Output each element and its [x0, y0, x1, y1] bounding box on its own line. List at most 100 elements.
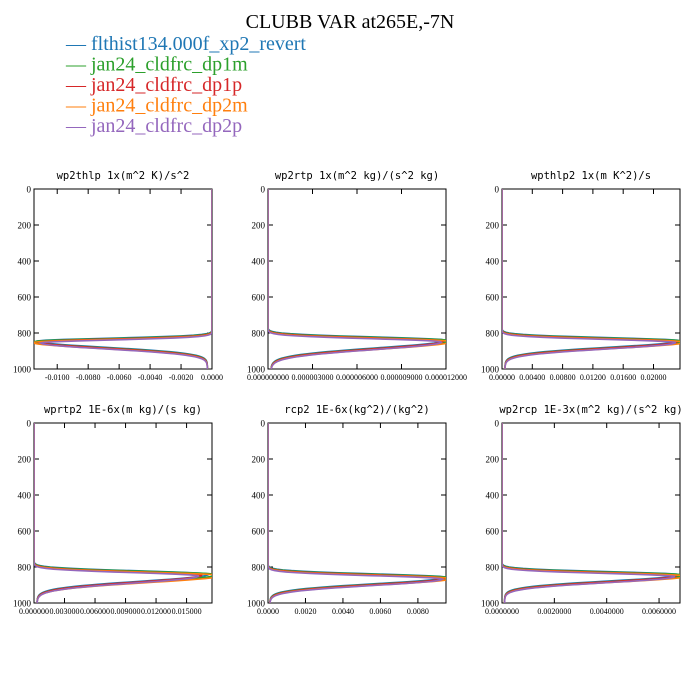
series-line: [34, 423, 212, 603]
chart-panel: wpthlp2 1x(m K^2)/s020040060080010000.00…: [481, 170, 681, 382]
y-tick-label: 400: [18, 257, 32, 267]
series-line: [34, 423, 211, 603]
x-tick-label: 0.000000: [19, 607, 49, 616]
series-line: [38, 189, 212, 369]
y-tick-label: 0: [495, 185, 500, 195]
chart-panel: wprtp2 1E-6x(m kg)/(s kg) 0 200 400 600 800 10…: [13, 404, 213, 616]
x-tick-label: 0.0080: [407, 607, 429, 616]
panel-title: wpthlp2 1x(m K^2)/s: [531, 170, 651, 182]
chart-panel: wp2rcp 1E-3x(m^2 kg)/(s^2 kg) 0 200 400 600 8…: [481, 404, 683, 616]
x-tick-label: 0.000006000: [336, 373, 378, 382]
legend: — flthist134.000f_xp2_revert— jan24_cldf…: [65, 33, 306, 137]
legend-marker: —: [65, 115, 91, 137]
y-tick-label: 0: [27, 185, 32, 195]
y-tick-label: 600: [486, 527, 500, 537]
x-tick-label: 0.0060: [369, 607, 391, 616]
chart-panel: wp2rtp 1x(m^2 kg)/(s^2 kg) 0 200 400 600 800 1…: [247, 170, 467, 382]
axes-frame: [501, 188, 681, 370]
legend-label: flthist134.000f_xp2_revert: [91, 33, 306, 55]
legend-label: jan24_cldfrc_dp2m: [90, 95, 248, 117]
series-line: [502, 423, 679, 603]
y-tick-label: 1000: [247, 599, 266, 609]
x-tick-label: -0.0080: [76, 373, 101, 382]
axes-frame: [267, 188, 447, 370]
y-tick-label: 1000: [13, 599, 32, 609]
y-tick-label: 600: [18, 527, 32, 537]
series-group: [502, 189, 680, 369]
x-tick-label: 0.0020: [294, 607, 316, 616]
series-line: [268, 189, 445, 369]
legend-marker: —: [65, 95, 91, 117]
series-group: [268, 423, 446, 603]
axes-frame: [501, 422, 681, 604]
x-tick-label: 0.0020000: [537, 607, 571, 616]
y-tick-label: 600: [252, 293, 266, 303]
y-tick-label: 400: [486, 257, 500, 267]
series-line: [268, 189, 443, 369]
x-tick-label: 0.000009000: [381, 373, 423, 382]
y-tick-label: 0: [495, 419, 500, 429]
legend-entry: — jan24_cldfrc_dp2m: [65, 95, 248, 117]
series-group: [502, 423, 680, 603]
y-tick-label: 800: [486, 329, 500, 339]
x-tick-label: 0.003000: [50, 607, 80, 616]
x-tick-label: 0.0040: [332, 607, 354, 616]
x-tick-label: 0.015000: [172, 607, 202, 616]
y-tick-label: 1000: [247, 365, 266, 375]
y-tick-label: 600: [18, 293, 32, 303]
y-tick-label: 800: [18, 563, 32, 573]
legend-label: jan24_cldfrc_dp2p: [90, 115, 242, 137]
panel-title: wp2thlp 1x(m^2 K)/s^2: [57, 170, 190, 182]
x-tick-label: -0.0100: [45, 373, 70, 382]
y-tick-label: 200: [18, 221, 32, 231]
x-tick-label: 0.01200: [580, 373, 606, 382]
y-tick-label: 800: [252, 563, 266, 573]
x-tick-label: 0.000012000: [425, 373, 467, 382]
y-tick-label: 200: [252, 455, 266, 465]
series-group: [34, 189, 212, 369]
y-tick-label: 1000: [13, 365, 32, 375]
y-tick-label: 1000: [481, 599, 500, 609]
axes-frame: [33, 422, 213, 604]
x-tick-label: 0.02000: [640, 373, 666, 382]
series-line: [502, 189, 677, 369]
x-tick-label: 0.009000: [111, 607, 141, 616]
series-line: [502, 189, 680, 369]
x-tick-label: -0.0020: [169, 373, 194, 382]
x-tick-label: 0.0060000: [642, 607, 676, 616]
x-tick-label: 0.0000: [257, 607, 279, 616]
x-tick-label: 0.000003000: [292, 373, 334, 382]
x-tick-label: 0.000000000: [247, 373, 289, 382]
series-line: [502, 423, 680, 603]
series-line: [502, 423, 676, 603]
y-tick-label: 400: [252, 491, 266, 501]
y-tick-label: 400: [252, 257, 266, 267]
chart-panels: wp2thlp 1x(m^2 K)/s^2 0 200 400 600 800 1000 -0…: [13, 170, 683, 616]
series-line: [34, 423, 203, 603]
legend-entry: — jan24_cldfrc_dp1p: [65, 74, 242, 96]
x-tick-label: 0.0000000: [485, 607, 519, 616]
x-tick-label: -0.0060: [107, 373, 132, 382]
panel-title: wp2rcp 1E-3x(m^2 kg)/(s^2 kg): [499, 404, 682, 416]
x-tick-label: 0.006000: [80, 607, 110, 616]
y-tick-label: 0: [27, 419, 32, 429]
y-tick-label: 800: [486, 563, 500, 573]
legend-marker: —: [65, 33, 91, 55]
x-tick-label: -0.0040: [138, 373, 163, 382]
panel-title: rcp2 1E-6x(kg^2)/(kg^2): [284, 404, 429, 416]
y-tick-label: 200: [252, 221, 266, 231]
legend-entry: — jan24_cldfrc_dp2p: [65, 115, 242, 137]
x-tick-label: 0.0040000: [590, 607, 624, 616]
y-tick-label: 200: [486, 221, 500, 231]
y-tick-label: 800: [252, 329, 266, 339]
legend-label: jan24_cldfrc_dp1m: [90, 54, 248, 76]
series-line: [34, 423, 212, 603]
x-tick-label: 0.012000: [141, 607, 171, 616]
y-tick-label: 600: [486, 293, 500, 303]
panel-title: wprtp2 1E-6x(m kg)/(s kg): [44, 404, 202, 416]
legend-label: jan24_cldfrc_dp1p: [90, 74, 242, 96]
series-line: [268, 189, 446, 369]
y-tick-label: 600: [252, 527, 266, 537]
chart-panel: rcp2 1E-6x(kg^2)/(kg^2) 0 200 400 600 800 1000…: [247, 404, 447, 616]
